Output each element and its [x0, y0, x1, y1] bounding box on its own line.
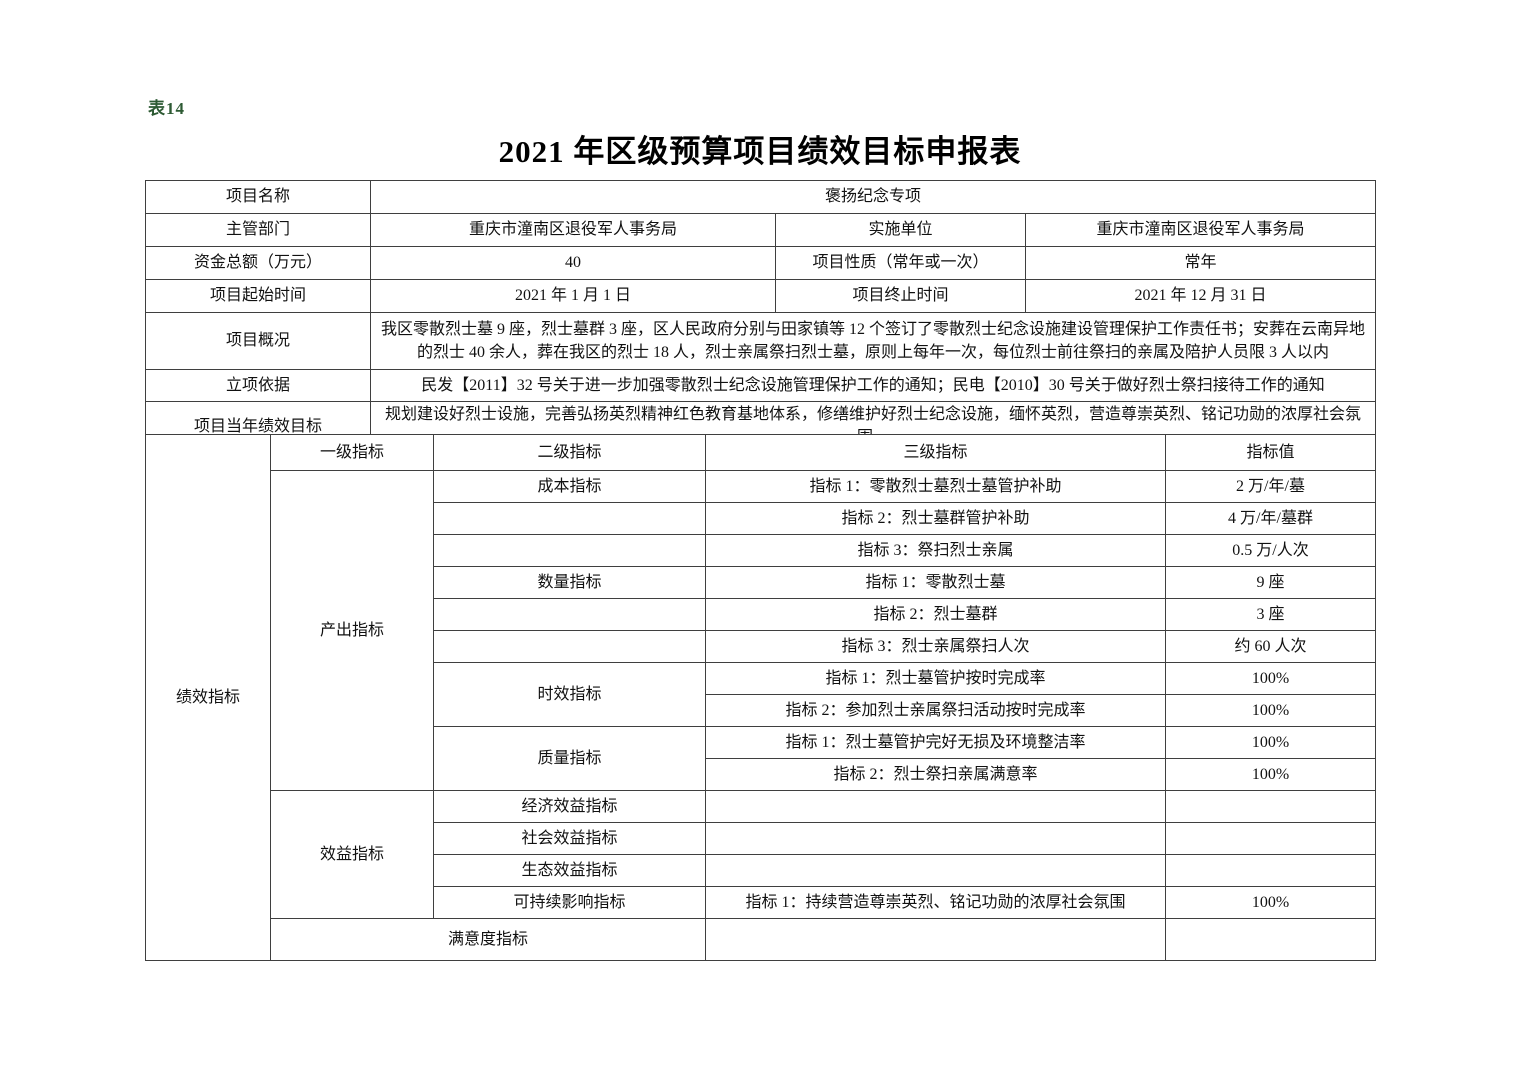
value-cell: 3 座: [1165, 598, 1376, 631]
l2-cell: 社会效益指标: [433, 822, 706, 855]
l2-cell: [433, 598, 706, 631]
indicator-row: 指标 2：烈士墓群管护补助 4 万/年/墓群: [146, 502, 1376, 535]
value-cell: [1165, 822, 1376, 855]
l3-cell: 指标 3：烈士亲属祭扫人次: [705, 630, 1166, 663]
dept-label: 主管部门: [145, 213, 371, 247]
nature-value: 常年: [1024, 246, 1377, 280]
l3-header: 三级指标: [705, 434, 1166, 471]
l2-cell: [433, 502, 706, 535]
start-date-value: 2021 年 1 月 1 日: [370, 279, 776, 313]
info-row: 资金总额（万元） 40 项目性质（常年或一次） 常年: [145, 246, 1377, 280]
end-date-label: 项目终止时间: [775, 279, 1026, 313]
l1-benefit-cell: 效益指标: [270, 790, 434, 919]
value-cell: 100%: [1165, 758, 1376, 791]
l3-cell: 指标 2：烈士祭扫亲属满意率: [705, 758, 1166, 791]
info-row: 项目起始时间 2021 年 1 月 1 日 项目终止时间 2021 年 12 月…: [145, 279, 1377, 313]
indicator-header-row: 绩效指标 一级指标 二级指标 三级指标 指标值: [145, 434, 1376, 961]
value-cell: 100%: [1165, 886, 1376, 919]
l2-cell: [433, 630, 706, 663]
l3-cell: [705, 822, 1166, 855]
nature-label: 项目性质（常年或一次）: [775, 246, 1026, 280]
basis-value: 民发【2011】32 号关于进一步加强零散烈士纪念设施管理保护工作的通知；民电【…: [369, 369, 1377, 402]
indicator-row: 指标 2：烈士墓群 3 座: [146, 598, 1376, 631]
l3-cell: 指标 3：祭扫烈士亲属: [705, 534, 1166, 567]
end-date-value: 2021 年 12 月 31 日: [1024, 279, 1377, 313]
l3-cell: 指标 2：烈士墓群: [705, 598, 1166, 631]
value-cell: 100%: [1165, 662, 1376, 695]
l3-cell: 指标 2：参加烈士亲属祭扫活动按时完成率: [705, 694, 1166, 727]
project-name-label: 项目名称: [145, 180, 371, 214]
indicator-row: 时效指标 指标 1：烈士墓管护按时完成率 100%: [146, 662, 1376, 727]
perf-section-label: 绩效指标: [145, 434, 271, 961]
value-header: 指标值: [1165, 434, 1376, 471]
value-cell: 9 座: [1165, 566, 1376, 599]
impl-label: 实施单位: [775, 213, 1026, 247]
l2-cell: 可持续影响指标: [433, 886, 706, 919]
value-cell: 4 万/年/墓群: [1165, 502, 1376, 535]
indicator-row: 指标 3：烈士亲属祭扫人次 约 60 人次: [146, 630, 1376, 663]
indicator-row: 效益指标 经济效益指标: [146, 790, 1376, 919]
indicator-row: 可持续影响指标 指标 1：持续营造尊崇英烈、铭记功勋的浓厚社会氛围 100%: [146, 886, 1376, 919]
l2-cell: 质量指标: [433, 726, 706, 791]
impl-value: 重庆市潼南区退役军人事务局: [1024, 213, 1377, 247]
indicator-row: 指标 3：祭扫烈士亲属 0.5 万/人次: [146, 534, 1376, 567]
info-row: 立项依据 民发【2011】32 号关于进一步加强零散烈士纪念设施管理保护工作的通…: [145, 369, 1377, 402]
project-info-table: 项目名称 褒扬纪念专项 主管部门 重庆市潼南区退役军人事务局 实施单位 重庆市潼…: [145, 180, 1377, 452]
l3-cell: 指标 2：烈士墓群管护补助: [705, 502, 1166, 535]
satisfaction-label-cell: 满意度指标: [270, 918, 706, 961]
indicator-row: 满意度指标: [146, 918, 1376, 961]
project-name-value: 褒扬纪念专项: [369, 180, 1377, 214]
fund-label: 资金总额（万元）: [145, 246, 371, 280]
l3-cell: 指标 1：烈士墓管护按时完成率: [705, 662, 1166, 695]
info-row: 项目概况 我区零散烈士墓 9 座，烈士墓群 3 座，区人民政府分别与田家镇等 1…: [145, 312, 1377, 370]
l3-cell: 指标 1：零散烈士墓: [705, 566, 1166, 599]
table-number-tag: 表14: [148, 99, 185, 118]
l1-output-cell: 产出指标: [270, 470, 434, 791]
value-cell: 约 60 人次: [1165, 630, 1376, 663]
l3-cell: 指标 1：持续营造尊崇英烈、铭记功勋的浓厚社会氛围: [705, 886, 1166, 919]
start-date-label: 项目起始时间: [145, 279, 371, 313]
info-row: 主管部门 重庆市潼南区退役军人事务局 实施单位 重庆市潼南区退役军人事务局: [145, 213, 1377, 247]
value-cell: 100%: [1165, 694, 1376, 727]
value-cell: 100%: [1165, 726, 1376, 759]
l2-cell: [433, 534, 706, 567]
l3-cell: 指标 1：零散烈士墓烈士墓管护补助: [705, 470, 1166, 503]
value-cell: [1165, 790, 1376, 823]
l2-cell: 成本指标: [433, 470, 706, 503]
fund-value: 40: [370, 246, 776, 280]
value-cell: 0.5 万/人次: [1165, 534, 1376, 567]
overview-value: 我区零散烈士墓 9 座，烈士墓群 3 座，区人民政府分别与田家镇等 12 个签订…: [369, 312, 1377, 370]
indicator-row: 数量指标 指标 1：零散烈士墓 9 座: [146, 566, 1376, 599]
indicator-row: 产出指标 成本指标 指标 1：零散烈士墓烈士墓管护补助 2 万/年/墓: [146, 470, 1376, 791]
basis-label: 立项依据: [145, 369, 371, 402]
indicator-row: 社会效益指标: [146, 822, 1376, 855]
l2-cell: 生态效益指标: [433, 854, 706, 887]
indicator-table: 绩效指标 一级指标 二级指标 三级指标 指标值 产出指标 成本指标 指标 1：零…: [145, 434, 1376, 961]
l3-cell: [705, 854, 1166, 887]
l1-header: 一级指标: [270, 434, 434, 471]
value-cell: 2 万/年/墓: [1165, 470, 1376, 503]
l2-cell: 时效指标: [433, 662, 706, 727]
dept-value: 重庆市潼南区退役军人事务局: [370, 213, 776, 247]
indicator-row: 指标 2：参加烈士亲属祭扫活动按时完成率 100%: [146, 694, 1376, 727]
l3-cell: [705, 790, 1166, 823]
l2-cell: 经济效益指标: [433, 790, 706, 823]
l3-cell: [705, 918, 1166, 961]
l2-cell: 数量指标: [433, 566, 706, 599]
value-cell: [1165, 918, 1376, 961]
overview-label: 项目概况: [145, 312, 371, 370]
info-row: 项目名称 褒扬纪念专项: [145, 180, 1377, 214]
l3-cell: 指标 1：烈士墓管护完好无损及环境整洁率: [705, 726, 1166, 759]
l2-header: 二级指标: [433, 434, 706, 471]
value-cell: [1165, 854, 1376, 887]
page-title: 2021 年区级预算项目绩效目标申报表: [498, 134, 1022, 169]
indicator-row: 指标 2：烈士祭扫亲属满意率 100%: [146, 758, 1376, 791]
indicator-row: 生态效益指标: [146, 854, 1376, 887]
